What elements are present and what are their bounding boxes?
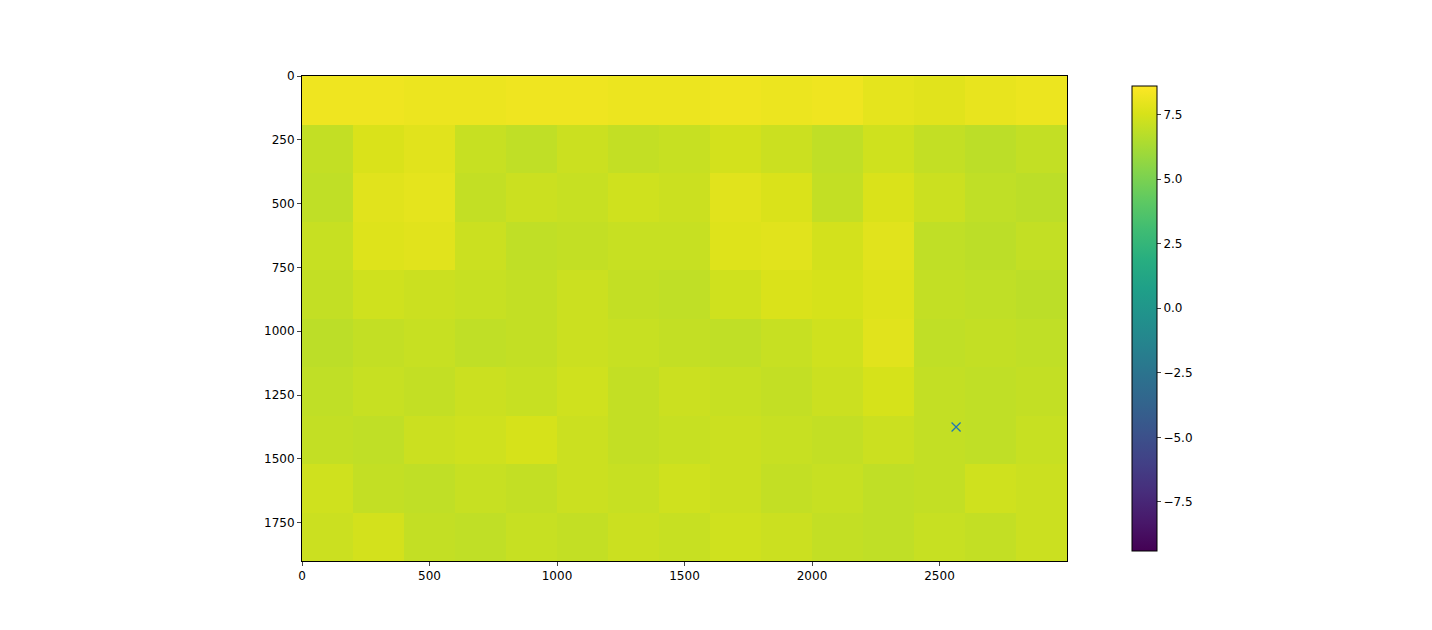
svg-text:0: 0 — [298, 569, 306, 583]
svg-text:500: 500 — [418, 569, 441, 583]
svg-text:1000: 1000 — [264, 324, 295, 338]
svg-text:2.5: 2.5 — [1163, 237, 1182, 251]
svg-text:2000: 2000 — [797, 569, 828, 583]
svg-text:1250: 1250 — [264, 388, 295, 402]
svg-text:1000: 1000 — [542, 569, 573, 583]
svg-text:7.5: 7.5 — [1163, 108, 1182, 122]
svg-text:750: 750 — [272, 261, 295, 275]
svg-text:1500: 1500 — [669, 569, 700, 583]
svg-text:−5.0: −5.0 — [1163, 431, 1192, 445]
svg-text:1500: 1500 — [264, 452, 295, 466]
svg-text:−7.5: −7.5 — [1163, 495, 1192, 509]
svg-text:0.0: 0.0 — [1163, 301, 1182, 315]
svg-text:5.0: 5.0 — [1163, 172, 1182, 186]
svg-text:0: 0 — [287, 69, 295, 83]
svg-text:250: 250 — [272, 133, 295, 147]
svg-text:500: 500 — [272, 197, 295, 211]
svg-text:2500: 2500 — [924, 569, 955, 583]
svg-text:1750: 1750 — [264, 516, 295, 530]
svg-text:−2.5: −2.5 — [1163, 366, 1192, 380]
